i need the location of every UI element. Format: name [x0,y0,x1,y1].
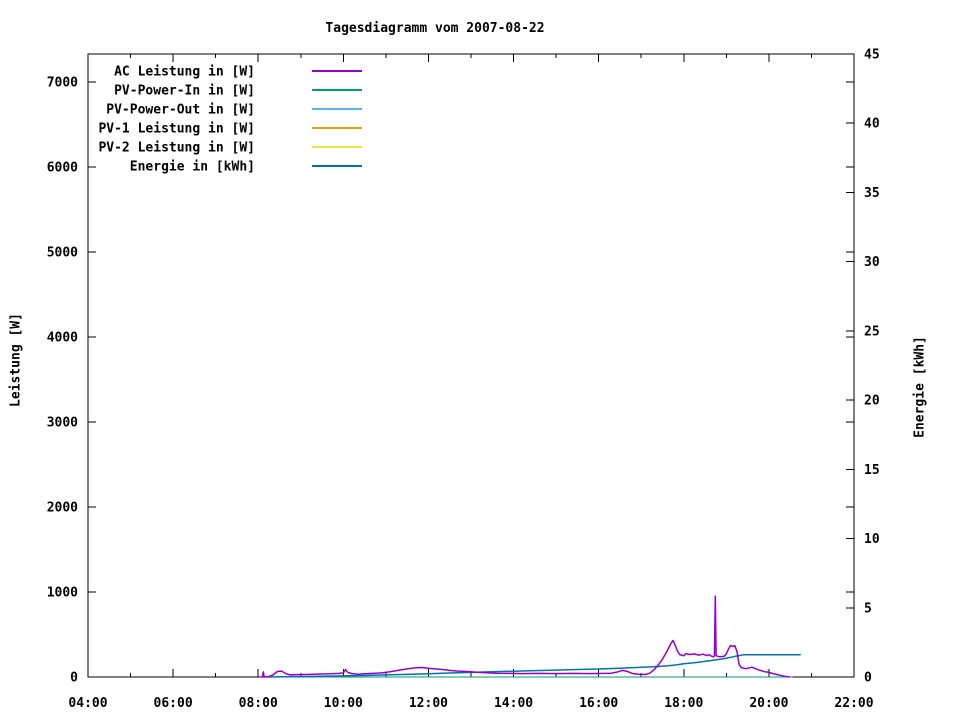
legend-label-pv-power-in-in-w: PV-Power-In in [W] [114,84,255,99]
y-left-tick-label: 5000 [47,246,78,261]
y-left-tick-label: 3000 [47,416,78,431]
chart-title: Tagesdiagramm vom 2007-08-22 [325,21,545,36]
legend-label-energie-in-kwh: Energie in [kWh] [130,160,255,175]
y-right-tick-label: 15 [864,463,880,478]
x-tick-label: 04:00 [68,696,107,711]
y-right-tick-label: 45 [864,48,880,63]
legend-label-pv-1-leistung-in-w: PV-1 Leistung in [W] [98,122,255,137]
y-left-tick-label: 6000 [47,161,78,176]
x-tick-label: 22:00 [834,696,873,711]
x-tick-label: 16:00 [579,696,618,711]
x-tick-label: 08:00 [239,696,278,711]
x-tick-label: 18:00 [664,696,703,711]
x-tick-label: 10:00 [324,696,363,711]
legend-label-ac-leistung-in-w: AC Leistung in [W] [114,65,255,80]
y-left-tick-label: 7000 [47,76,78,91]
legend-label-pv-2-leistung-in-w: PV-2 Leistung in [W] [98,141,255,156]
y-right-tick-label: 10 [864,532,880,547]
series-line-ac-leistung-in-w [260,595,791,678]
y-right-tick-label: 0 [864,671,872,686]
y-right-tick-label: 35 [864,186,880,201]
x-tick-label: 12:00 [409,696,448,711]
y-right-tick-label: 30 [864,255,880,270]
y-right-tick-label: 5 [864,601,872,616]
y-left-tick-label: 1000 [47,586,78,601]
y-left-tick-label: 2000 [47,501,78,516]
y-right-tick-label: 40 [864,117,880,132]
legend-label-pv-power-out-in-w: PV-Power-Out in [W] [106,103,255,118]
y-right-tick-label: 25 [864,324,880,339]
x-tick-label: 14:00 [494,696,533,711]
y-left-tick-label: 0 [70,671,78,686]
x-tick-label: 06:00 [154,696,193,711]
series-line-energie-in-kwh [266,654,801,678]
y-left-tick-label: 4000 [47,331,78,346]
y-right-tick-label: 20 [864,394,880,409]
x-tick-label: 20:00 [749,696,788,711]
